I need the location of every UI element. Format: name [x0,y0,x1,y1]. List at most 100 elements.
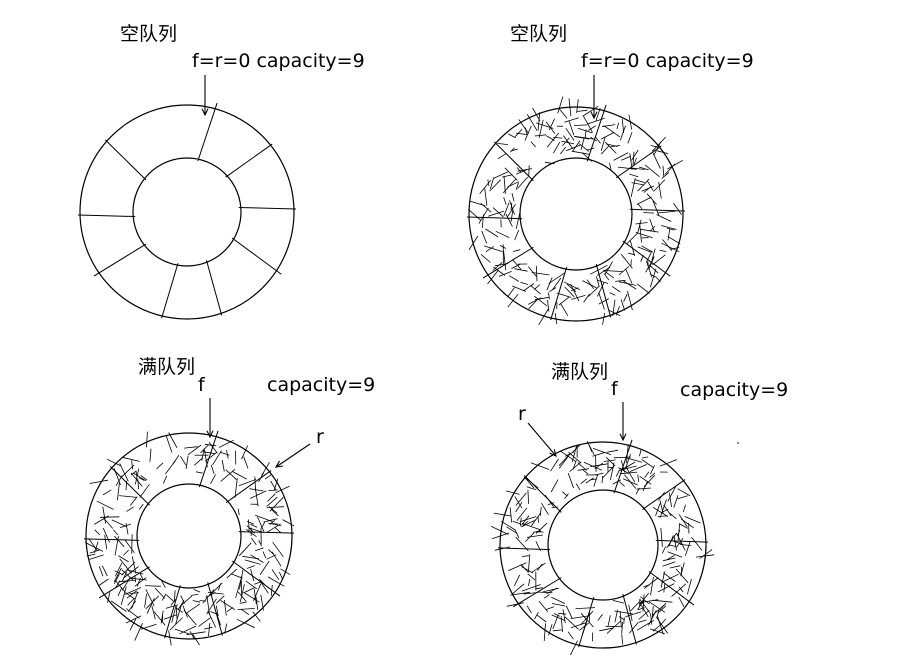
panel2-ring-hatch-mark [533,108,541,121]
panel4-ring-hatch-mark [544,623,545,641]
panel4-ring-slot-divider [623,594,637,644]
panel2-ring-hatch-mark [528,298,541,305]
panel4-ring-hatch-mark [613,600,624,603]
panel1-ring-slot-divider [198,103,217,161]
panel2-ring-hatch-mark [547,277,552,290]
panel3-ring-hatch-mark [119,496,137,498]
panel3-ring-hatch-mark [178,600,184,610]
panel3-ring-hatch-mark [183,606,188,618]
panel2-ring-hatch-mark [621,156,631,160]
panel3-title: 满队列 [138,358,195,377]
panel4-ring-hatch-mark [524,477,534,488]
panel3-ring-hatch-mark [272,552,281,567]
panel2-ring-hatch-mark [658,211,675,213]
panel3-ring-hatch-mark [227,607,233,611]
panel3-ring-hatch-mark [279,572,282,579]
panel4-ring-hatch-mark [664,583,665,592]
panel3-ring-hatch-mark [199,617,211,626]
panel4-ring-hatch-mark [620,611,621,628]
panel2-ring-hatch-mark [614,153,629,161]
panel2-ring-hatch-mark [566,128,574,140]
panel4-ring-hatch-mark [581,613,594,627]
panel2-ring-hatch-mark [601,132,614,139]
panel3-ring-inner-circle [137,484,241,588]
panel4-ring-hatch-mark [610,463,614,480]
panel4-ring-hatch-mark [638,475,639,482]
panel3-ring-hatch-mark [204,627,212,629]
panel2-ring-hatch-mark [528,267,536,277]
panel3-ring-slot-divider [226,471,271,503]
panel2-title: 空队列 [510,25,567,44]
panel3-ring-hatch-mark [247,566,255,569]
panel4-ring-hatch-mark [653,600,673,602]
panel3-ring-hatch-mark [238,608,255,609]
panel4-ring-hatch-mark [527,606,531,614]
panel2-ring-hatch-mark [503,179,516,193]
panel4-ring-hatch-mark [668,552,683,558]
panel4-ring-hatch-mark [528,579,530,586]
panel3-rear-arrow-head [276,461,283,467]
panel3-ring-hatch-mark [163,476,166,484]
panel3-ring-hatch-mark [147,432,148,448]
panel4-ring-hatch-mark [552,604,565,607]
panel3-ring-hatch-mark [113,530,118,535]
panel3-ring-hatch-mark [126,609,139,619]
panel4-ring-inner-circle [548,490,658,600]
panel2-ring-hatch-mark [652,137,665,151]
panel2-ring-hatch-mark [512,193,514,201]
panel4-ring-hatch-mark [559,454,570,468]
panel1-ring-slot-divider [105,140,146,180]
panel3-ring-hatch-mark [241,609,249,615]
panel4-ring-hatch-mark [674,536,677,551]
panel2-ring-hatch-mark [596,276,599,286]
panel3-ring-hatch-mark [184,447,197,448]
panel2-ring-hatch-mark [504,251,506,270]
panel4-ring-hatch-mark [539,601,548,612]
panel2-ring-hatch-mark [469,236,478,250]
panel2-ring-hatch-mark [617,123,619,129]
panel4-ring-hatch-mark [551,597,565,603]
panel2-ring-hatch-mark [505,168,518,181]
panel2-ring-hatch-mark [601,137,605,151]
panel2-ring-hatch-mark [560,147,565,154]
panel3-ring-hatch-mark [150,449,151,462]
panel4-ring-hatch-mark [643,481,648,491]
panel2-pointer-text: f=r=0 capacity=9 [581,52,754,71]
panel4-ring-hatch-mark [540,507,541,516]
panel3-ring-slot-divider [239,532,294,533]
panel2-ring-hatch-mark [577,110,587,111]
panel2-ring-hatch-mark [632,150,639,160]
panel4-ring-hatch-mark [521,567,533,574]
panel2-ring-hatch-mark [516,212,520,229]
panel3-ring-hatch-mark [117,483,119,500]
panel2-ring-hatch-mark [638,204,642,209]
panel4-ring-hatch-mark [651,577,654,595]
panel2-ring-hatch-mark [494,172,508,179]
panel4-ring-hatch-mark [602,476,603,483]
panel4-ring-hatch-mark [642,457,648,458]
panel4-ring-hatch-mark [685,517,701,524]
panel4-ring-hatch-mark [517,508,527,521]
panel4-rear-label: r [518,405,526,424]
panel3-ring-hatch-mark [191,594,198,595]
panel4-ring-hatch-mark [532,563,546,572]
panel1-ring-inner-circle [133,158,241,266]
panel3-ring-hatch-mark [122,457,140,461]
panel3-ring-hatch-mark [188,445,201,455]
panel2-ring-hatch-mark [553,142,559,153]
panel3-ring-hatch-mark [176,606,177,619]
panel2-ring-hatch-mark [511,210,513,222]
panel4-ring-hatch-mark [535,588,543,589]
panel2-ring-hatch-mark [569,121,574,135]
panel3-ring-hatch-mark [203,590,214,604]
panel4-ring-hatch-mark [677,496,687,499]
panel4-ring-hatch-mark [662,547,665,554]
panel3-ring-hatch-mark [167,595,174,601]
panel2-ring-hatch-mark [577,99,579,113]
panel4-ring-hatch-mark [670,566,680,568]
panel4-ring-hatch-mark [674,495,678,507]
panel3-ring-hatch-mark [97,501,114,509]
panel1-ring-slot-divider [78,215,135,217]
panel3-ring-hatch-mark [226,470,237,480]
panel2-ring-hatch-mark [535,135,547,136]
